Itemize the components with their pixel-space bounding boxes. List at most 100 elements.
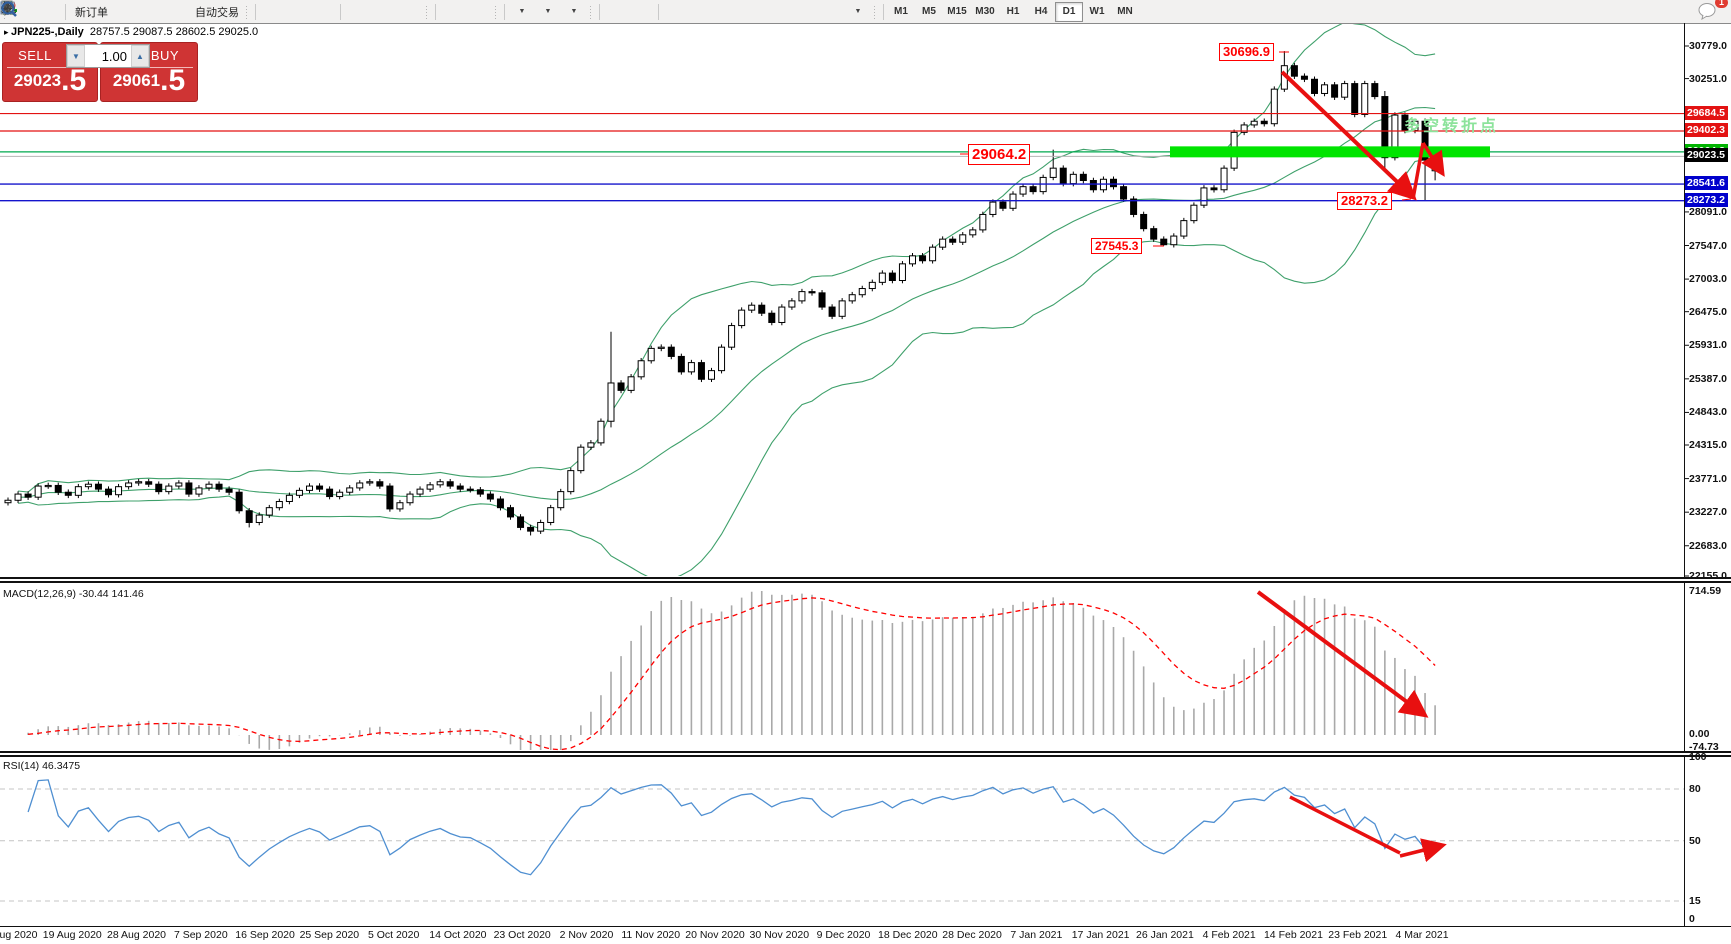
- rsi-scale-tick: 15: [1689, 895, 1701, 907]
- ohlc-open: 28757.5: [89, 26, 130, 38]
- macd-scale-tick: -74.73: [1689, 741, 1719, 753]
- one-click-trading-panel: SELL 29023.5 BUY 29061.5 ▼ ▲: [2, 42, 198, 102]
- timeframe-w1-button[interactable]: W1: [1089, 6, 1105, 17]
- turning-point-annotation[interactable]: 多空转折点: [1404, 118, 1500, 135]
- buy-price: 29061.5: [112, 64, 186, 97]
- date-tick: 17 Jan 2021: [1071, 929, 1130, 941]
- sell-price: 29023.5: [13, 64, 87, 97]
- macd-scale-tick: 714.59: [1689, 585, 1722, 597]
- timeframe-d1-button[interactable]: D1: [1055, 1, 1083, 22]
- buy-button[interactable]: BUY: [150, 47, 180, 63]
- level-price-label[interactable]: 29064.2: [968, 144, 1031, 165]
- date-tick: 18 Dec 2020: [878, 929, 938, 941]
- price-axis-line: [1684, 23, 1685, 926]
- date-tick: 11 Nov 2020: [621, 929, 681, 941]
- rsi-label: RSI(14) 46.3475: [3, 760, 81, 772]
- ohlc-low: 28602.5: [175, 26, 216, 38]
- price-tick: 30251.0: [1689, 72, 1727, 85]
- low-price-label[interactable]: 28273.2: [1337, 192, 1392, 210]
- ohlc-close: 29025.0: [218, 26, 259, 38]
- svg-text:T: T: [5, 4, 11, 15]
- date-tick: 23 Oct 2020: [493, 929, 551, 941]
- date-tick: 4 Mar 2021: [1395, 929, 1449, 941]
- buy-panel[interactable]: BUY 29061.5: [100, 42, 198, 102]
- notification-badge: 1: [1714, 0, 1728, 8]
- price-line-badge: 29684.5: [1685, 105, 1728, 120]
- pane-divider-macd[interactable]: [0, 577, 1731, 583]
- date-tick: 19 Aug 2020: [42, 929, 102, 941]
- price-tick: 25931.0: [1689, 339, 1727, 352]
- price-tick: 22683.0: [1689, 539, 1727, 552]
- main-toolbar: 新订单 自动交易 ▼ ▼ ▼ E F A T ▼: [0, 0, 1731, 24]
- price-tick: 27003.0: [1689, 273, 1727, 286]
- date-tick: 9 Dec 2020: [816, 929, 871, 941]
- date-tick: 20 Nov 2020: [685, 929, 745, 941]
- rsi-scale-tick: 50: [1689, 835, 1701, 847]
- price-tick: 27547.0: [1689, 239, 1727, 252]
- date-tick: 5 Oct 2020: [367, 929, 420, 941]
- date-tick: 7 Jan 2021: [1010, 929, 1063, 941]
- sell-panel[interactable]: SELL 29023.5: [2, 42, 98, 102]
- date-tick: 28 Aug 2020: [107, 929, 167, 941]
- date-tick: 23 Feb 2021: [1328, 929, 1388, 941]
- price-tick: 30779.0: [1689, 40, 1727, 52]
- timeframe-m15-button[interactable]: M15: [947, 6, 967, 17]
- date-tick: 14 Feb 2021: [1263, 929, 1323, 941]
- date-tick: 28 Dec 2020: [942, 929, 1002, 941]
- text-tool-button[interactable]: A: [3, 1, 818, 23]
- pane-divider-rsi[interactable]: [0, 751, 1731, 757]
- chat-icon[interactable]: 1: [1697, 0, 1728, 23]
- date-tick: 25 Sep 2020: [299, 929, 360, 941]
- new-order-label: 新订单: [75, 6, 108, 19]
- date-tick: 26 Jan 2021: [1136, 929, 1194, 941]
- date-tick: 16 Sep 2020: [235, 929, 295, 941]
- volume-input[interactable]: [85, 45, 131, 67]
- price-tick: 28091.0: [1689, 205, 1727, 218]
- timeframe-h4-button[interactable]: H4: [1034, 6, 1048, 17]
- macd-label: MACD(12,26,9) -30.44 141.46: [3, 588, 144, 600]
- price-tick: 22155.0: [1689, 570, 1727, 582]
- chart-ohlc-header: ▸ JPN225-,Daily 28757.5 29087.5 28602.5 …: [4, 26, 258, 38]
- date-tick: 14 Oct 2020: [429, 929, 487, 941]
- price-tick: 26475.0: [1689, 305, 1727, 318]
- search-icon[interactable]: [1, 1, 1687, 23]
- autotrading-label: 自动交易: [195, 6, 239, 19]
- date-tick: 2 Nov 2020: [559, 929, 614, 941]
- timeframe-h1-button[interactable]: H1: [1006, 6, 1020, 17]
- price-tick: 24315.0: [1689, 439, 1727, 451]
- peak-price-label[interactable]: 30696.9: [1219, 43, 1274, 61]
- price-line-badge: 29402.3: [1685, 122, 1728, 137]
- date-tick: 7 Sep 2020: [173, 929, 228, 941]
- timeframe-mn-button[interactable]: MN: [1117, 6, 1133, 17]
- date-tick: 4 Feb 2021: [1202, 929, 1256, 941]
- collapse-arrow-icon[interactable]: ▸: [4, 27, 12, 37]
- price-tick: 24843.0: [1689, 406, 1727, 419]
- svg-text:A: A: [3, 1, 11, 15]
- dip-price-label[interactable]: 27545.3: [1091, 238, 1143, 254]
- sell-button[interactable]: SELL: [18, 47, 52, 63]
- ohlc-high: 29087.5: [132, 26, 173, 38]
- date-tick: 30 Nov 2020: [749, 929, 810, 941]
- price-tick: 23227.0: [1689, 506, 1727, 519]
- timeframe-m30-button[interactable]: M30: [975, 6, 995, 17]
- time-axis-line: [0, 926, 1731, 927]
- timeframe-bar: M1 M5 M15 M30 H1 H4 D1 W1 MN: [887, 1, 1139, 22]
- price-tick: 25387.0: [1689, 372, 1727, 385]
- rsi-scale-tick: 0: [1689, 913, 1695, 925]
- macd-scale-tick: 0.00: [1689, 728, 1710, 740]
- volume-decrease-button[interactable]: ▼: [67, 45, 85, 67]
- volume-stepper[interactable]: ▼ ▲: [66, 44, 150, 68]
- timeframe-m5-button[interactable]: M5: [922, 6, 936, 17]
- timeframe-m1-button[interactable]: M1: [894, 6, 908, 17]
- date-tick: 10 Aug 2020: [0, 929, 38, 941]
- symbol-period: JPN225-,Daily: [11, 26, 84, 38]
- price-line-badge: 29023.5: [1685, 147, 1728, 162]
- rsi-scale-tick: 100: [1689, 751, 1707, 763]
- price-line-badge: 28541.6: [1685, 176, 1728, 191]
- rsi-scale-tick: 80: [1689, 783, 1701, 795]
- price-tick: 23771.0: [1689, 472, 1727, 485]
- price-line-badge: 28273.2: [1685, 192, 1728, 207]
- volume-increase-button[interactable]: ▲: [131, 45, 149, 67]
